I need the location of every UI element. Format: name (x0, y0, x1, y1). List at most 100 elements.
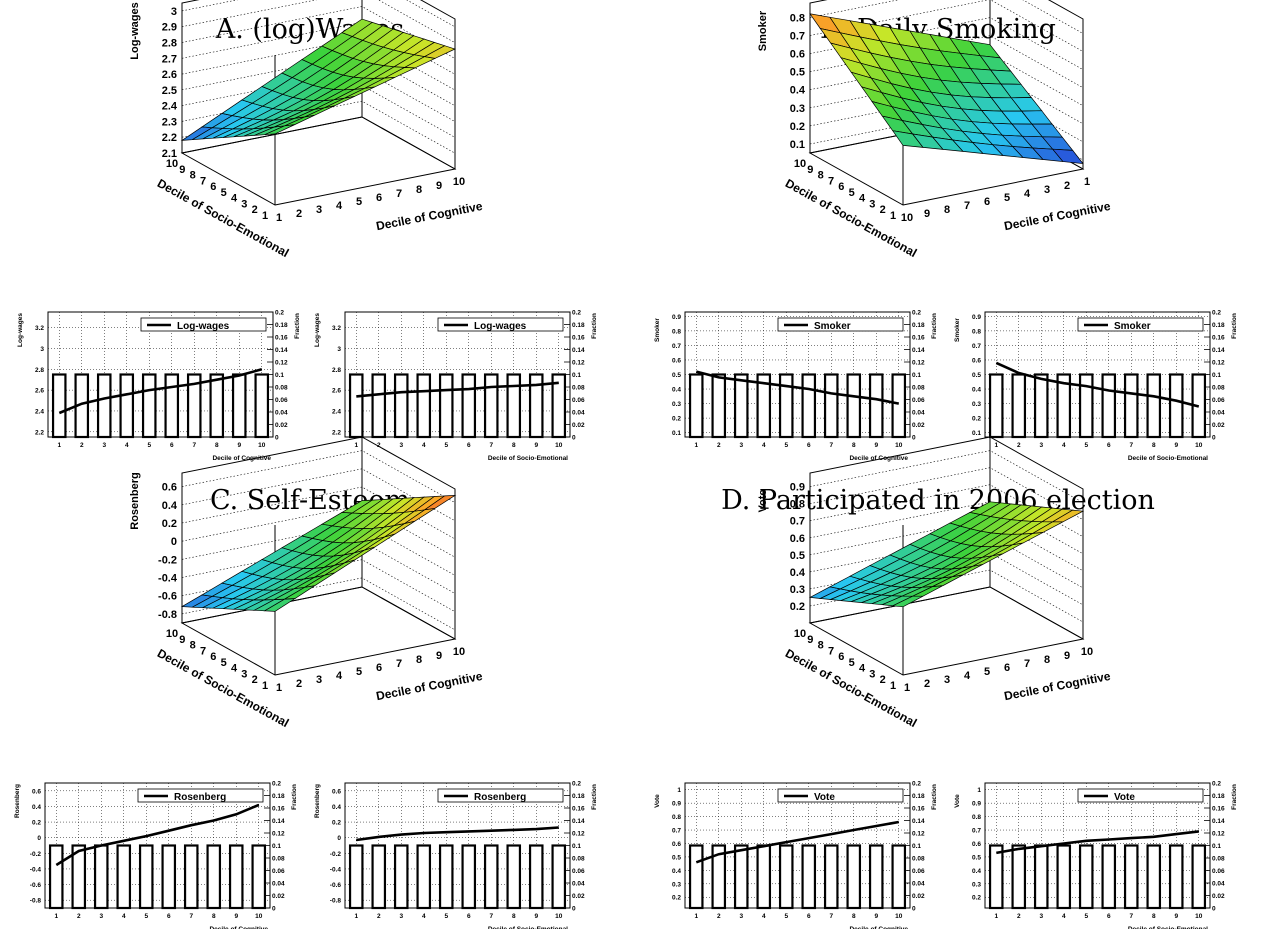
y2-tick-label: 0.12 (272, 831, 285, 838)
z-tick-label: 0.8 (790, 499, 805, 511)
x-tick-label: 10 (1195, 442, 1203, 449)
fraction-bar (209, 373, 225, 439)
y-tick-label: -0.4 (330, 866, 342, 873)
chart-a-1: Log-wages 2.2 2.4 2.6 2.8 3 3.2 Log-wages 0 0.02 0… (17, 310, 301, 463)
y2-tick-label: 0.1 (912, 372, 921, 379)
fraction-bar (348, 844, 364, 910)
x-tick-label: 9 (1064, 650, 1070, 662)
fraction-bar (528, 373, 544, 439)
y-axis-title: Rosenberg (314, 784, 321, 818)
x-tick-label: 7 (964, 200, 970, 212)
series-line (996, 830, 1199, 855)
y-tick-label: 2 (880, 674, 886, 686)
fraction-bar (1101, 373, 1117, 439)
x-tick-label: 8 (416, 654, 422, 666)
y2-tick-label: 0.2 (572, 310, 581, 317)
y2-tick-label: 0.06 (572, 868, 585, 875)
y-tick-label: 0.9 (672, 314, 681, 321)
x-tick-label: 3 (399, 442, 403, 449)
fraction-bar (551, 373, 567, 439)
fraction-bar (868, 844, 884, 910)
x-tick-label: 6 (984, 196, 990, 208)
y-tick-label: 4 (231, 193, 238, 205)
y2-tick-label: 0.14 (1212, 818, 1225, 825)
x-tick-label: 1 (57, 442, 61, 449)
fraction-bar (506, 844, 522, 910)
y-tick-label: 0.1 (972, 430, 981, 437)
fraction-bar (141, 373, 157, 439)
y2-tick-label: 0.18 (1212, 322, 1225, 329)
fraction-bar (1146, 373, 1162, 439)
legend-label: Log-wages (474, 321, 527, 332)
y-tick-label: 2.6 (35, 388, 44, 395)
x-tick-label: 2 (924, 678, 930, 690)
y2-tick-label: 0.18 (1212, 793, 1225, 800)
y-tick-label: 5 (849, 187, 855, 199)
y2-tick-label: 0.16 (572, 335, 585, 342)
fraction-bar (733, 844, 749, 910)
y2-tick-label: 0.14 (272, 818, 285, 825)
y-tick-label: 2.2 (35, 429, 44, 436)
fraction-bar (96, 373, 112, 439)
y2-tick-label: 0.14 (572, 818, 585, 825)
x-axis-title: Decile of Socio-Emotional (1128, 926, 1208, 929)
fraction-bar (528, 844, 544, 910)
x-tick-label: 3 (316, 204, 322, 216)
y2-tick-label: 0.12 (912, 831, 925, 838)
x-tick-label: 5 (1084, 913, 1088, 920)
y2-tick-label: 0.02 (1212, 422, 1225, 429)
fraction-bar (778, 844, 794, 910)
x-tick-label: 5 (147, 442, 151, 449)
fraction-bar (1033, 844, 1049, 910)
y2-tick-label: 0.08 (275, 385, 288, 392)
y2-tick-label: 0.16 (1212, 335, 1225, 342)
y2-tick-label: 0.12 (572, 831, 585, 838)
x-tick-label: 8 (215, 442, 219, 449)
x-tick-label: 3 (102, 442, 106, 449)
z-tick-label: 0.9 (790, 482, 805, 494)
x-tick-label: 6 (376, 192, 382, 204)
x-tick-label: 3 (944, 674, 950, 686)
z-tick-label: 2.5 (162, 85, 177, 97)
y2-tick-label: 0.2 (912, 781, 921, 788)
fraction-bar (93, 844, 109, 910)
z-tick-label: 0.4 (162, 500, 178, 512)
legend-box (137, 788, 264, 803)
y-tick-label: 6 (838, 181, 844, 193)
y2-tick-label: 0.16 (272, 806, 285, 813)
y-tick-label: 1 (677, 787, 681, 794)
y-axis-title: Vote (954, 794, 961, 808)
z-tick-label: 2.4 (162, 101, 178, 113)
x-tick-label: 2 (377, 442, 381, 449)
y-tick-label: 1 (977, 787, 981, 794)
series-line (356, 381, 559, 398)
x-axis-title: Decile of Socio-Emotional (1128, 455, 1208, 462)
y-tick-label: 6 (210, 651, 216, 663)
y-tick-label: 7 (200, 175, 206, 187)
y-tick-label: 0.4 (32, 804, 41, 811)
z-tick-label: 0.6 (790, 533, 805, 545)
z-tick-label: -0.8 (158, 609, 177, 621)
x-tick-label: 1 (994, 913, 998, 920)
y2-axis-title: Fraction (931, 313, 938, 339)
series-line (55, 803, 260, 867)
y2-tick-label: 0.16 (1212, 806, 1225, 813)
fraction-bar (231, 373, 247, 439)
fraction-bar (1011, 844, 1027, 910)
x-tick-label: 8 (212, 913, 216, 920)
x-tick-label: 3 (1044, 184, 1050, 196)
y2-tick-label: 0.14 (275, 347, 288, 354)
y-tick-label: 0.2 (672, 416, 681, 423)
y2-tick-label: 0 (912, 906, 916, 913)
y2-tick-label: 0.06 (275, 397, 288, 404)
fraction-bar (164, 373, 180, 439)
y2-tick-label: 0.02 (912, 422, 925, 429)
chart-c-8: Rosenberg -0.8 -0.6 -0.4 -0.2 0 0.2 0.4 0.6 Rosen… (314, 781, 598, 929)
y2-tick-label: 0.16 (912, 806, 925, 813)
z-tick-label: 0.8 (790, 12, 805, 24)
y-axis-title: Smoker (954, 318, 961, 342)
y2-axis-title: Fraction (931, 784, 938, 810)
y2-tick-label: 0 (572, 906, 576, 913)
y2-tick-label: 0.12 (912, 360, 925, 367)
